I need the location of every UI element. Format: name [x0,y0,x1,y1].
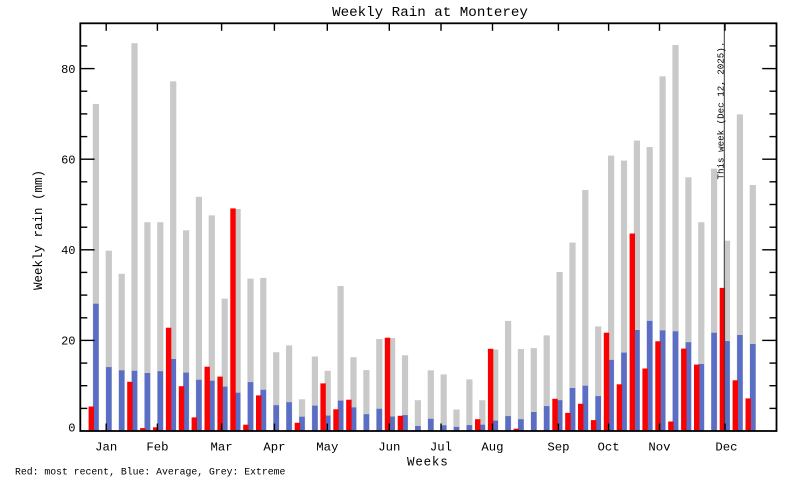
svg-text:Nov: Nov [648,440,670,454]
svg-text:May: May [316,440,338,454]
svg-text:This week (Dec 12, 2025).: This week (Dec 12, 2025). [716,42,727,180]
svg-text:0: 0 [68,422,75,436]
svg-text:Feb: Feb [146,440,168,454]
svg-text:Jan: Jan [95,440,117,454]
svg-text:Apr: Apr [263,440,285,454]
svg-text:Jun: Jun [378,440,400,454]
svg-text:Dec: Dec [715,440,737,454]
svg-text:Sep: Sep [547,440,569,454]
svg-text:60: 60 [61,154,75,168]
svg-text:20: 20 [61,335,75,349]
svg-text:Jul: Jul [430,440,452,454]
svg-text:80: 80 [61,63,75,77]
svg-text:Red: most recent, Blue: Averag: Red: most recent, Blue: Average, Grey: E… [15,467,286,478]
svg-text:Oct: Oct [598,440,620,454]
svg-text:Weeks: Weeks [407,456,449,470]
svg-text:Mar: Mar [211,440,233,454]
svg-text:40: 40 [61,244,75,258]
svg-text:Weekly Rain at Monterey: Weekly Rain at Monterey [332,5,528,21]
svg-text:Weekly rain (mm): Weekly rain (mm) [32,170,46,290]
svg-text:Aug: Aug [481,440,503,454]
